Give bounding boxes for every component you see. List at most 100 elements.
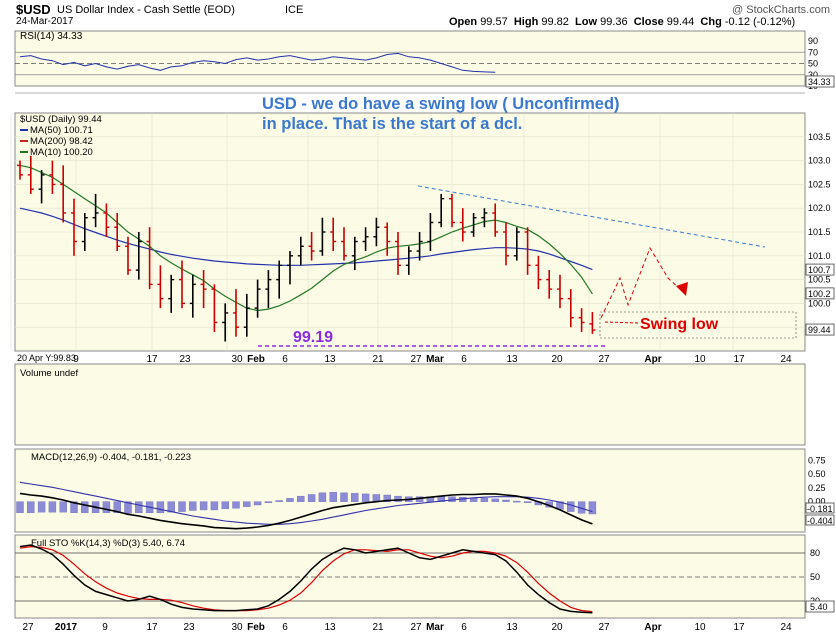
swing-low-label: Swing low [640,316,719,333]
price-tick-label: 100.7 [808,265,831,275]
ohlc-bar [405,246,412,275]
bottom-x-tick-label: 21 [372,622,384,633]
price-tick-label: 102.5 [808,179,831,189]
chart-date: 24-Mar-2017 [16,16,74,27]
macd-line [19,492,593,530]
macd-histogram-bar [307,494,316,502]
bottom-x-tick-label: 6 [282,622,288,633]
sto-badge-box [805,600,835,613]
ohlc-bar [546,270,553,299]
price-x-axis: 9 17 23 30 Feb 6 13 21 27 Mar 6 13 20 27 Apr 10 17 24 [73,354,792,365]
price-x-tick-label: 27 [410,354,422,365]
legend-ma10: MA(10) 100.20 [30,147,93,158]
macd-histogram-bar [135,501,143,513]
macd-histogram-bar [394,495,402,502]
macd-tick-label: 0.00 [808,497,826,507]
ohlc-bar [17,160,23,180]
macd-histogram-bar [513,500,521,503]
macd-histogram-bar [286,498,294,502]
ohlc-bar [27,155,34,194]
macd-histogram-bar [275,500,283,502]
ohlc-bar [557,274,563,309]
ohlc-bar [427,212,434,252]
macd-histogram-bar [372,494,381,502]
macd-histogram-bar [221,501,229,510]
price-x-tick-label: 10 [694,354,706,365]
macd-histogram-bar [27,501,35,513]
ohlc-bar [265,270,272,309]
price-tick-label: 99.44 [808,325,831,335]
annotation-line-1: USD - we do have a swing low ( Unconfirm… [262,95,620,113]
ohlc-bar [362,227,369,252]
stochastic-d-line [19,545,593,613]
bottom-x-tick-label: Feb [247,622,265,633]
price-x-tick-label: 21 [372,354,384,365]
price-tick-label: 100.5 [808,275,831,285]
rsi-tick-label: 30 [808,70,818,80]
close-marker-box [599,311,797,339]
macd-histogram-bar [383,494,391,502]
macd-histogram-bar [81,501,89,513]
ohlc-bar [157,265,164,309]
macd-histogram-bar [361,493,370,502]
macd-badge-box-1 [805,502,835,514]
symbol-name: US Dollar Index - Cash Settle (EOD) [57,4,235,16]
ohlc-bar [254,279,261,318]
ohlc-bar [211,284,218,332]
price-x-tick-label: 17 [733,354,745,365]
ohlc-bar [330,217,337,252]
bottom-x-tick-label: 27 [410,622,422,633]
ohlc-bar [135,232,142,280]
bottom-x-tick-label: 17 [733,622,745,633]
ma10-line [19,164,593,312]
price-tick-box [805,287,835,300]
price-tick-box [805,263,835,276]
volume-panel [14,363,806,446]
quote-readout: Open 99.57 High 99.82 Low 99.36 Close 99… [449,16,796,28]
legend-ma50: MA(50) 100.71 [30,125,93,136]
ohlc-bar [81,212,88,252]
ohlc-bar [351,236,358,271]
price-grid [10,113,805,351]
stochastic-panel [14,534,806,619]
bottom-x-tick-label: 23 [183,622,195,633]
price-x-tick-label: 23 [179,354,191,365]
ohlc-bar [524,227,531,275]
macd-histogram-bar [232,501,240,509]
chart-header: $USD US Dollar Index - Cash Settle (EOD)… [0,0,836,30]
projection-arrowhead [676,282,688,296]
ohlc-bars [17,155,596,342]
legend-price: $USD (Daily) 99.44 [20,114,102,125]
rsi-panel [14,30,806,87]
macd-histogram-bar [523,501,532,503]
exchange-label: ICE [285,4,304,16]
ohlc-bar [189,274,196,318]
macd-tick-label: 0.75 [808,455,826,465]
legend-ma200: MA(200) 98.42 [30,136,93,147]
rsi-tick-label: 90 [808,36,818,46]
sto-badge: 5.40 [810,602,828,612]
macd-histogram-bar [124,501,132,514]
bottom-x-tick-label: Apr [644,622,661,633]
macd-histogram-bar [491,498,499,502]
rsi-badge-box [805,75,835,88]
stochastic-tick-label: 80 [810,548,820,558]
macd-signal-line [19,481,593,525]
macd-axis: 0.75 0.50 0.25 0.00 [808,455,826,506]
price-tick-label: 101.5 [808,227,831,237]
ohlc-bar [459,208,466,242]
macd-histogram-bar [210,501,219,511]
ohlc-bar [243,293,250,337]
rsi-line [19,52,496,73]
ohlc-bar [297,236,304,266]
bottom-x-tick-label: 24 [780,622,792,633]
macd-histogram-bar [156,501,165,513]
bottom-x-tick-label: Mar [426,622,444,633]
macd-badge-box-2 [805,514,835,526]
price-tick-label: 103.0 [808,156,831,166]
bottom-x-tick-label: 20 [551,622,563,633]
stochastic-label: Full STO %K(14,3) %D(3) 5.40, 6.74 [31,538,185,549]
macd-histogram-bar [588,501,597,515]
macd-tick-label: 0.50 [808,469,826,479]
bottom-x-tick-label: 17 [146,622,158,633]
